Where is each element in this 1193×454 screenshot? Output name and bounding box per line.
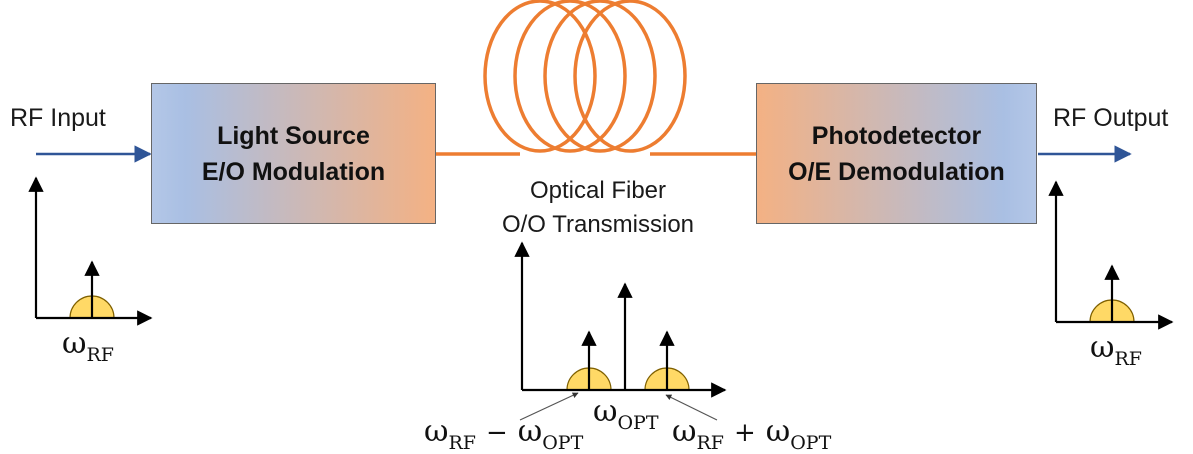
photodetector-block-fill [756,83,1037,224]
light-source-block: Light Source E/O Modulation [151,83,436,224]
rf-output-spectrum [1048,180,1174,330]
photodetector-title: Photodetector [811,121,982,150]
rf-input-label: RF Input [10,104,106,132]
photodetector-block: Photodetector O/E Demodulation [756,83,1037,224]
omega-opt-label: ωOPT [593,394,659,434]
optical-fiber [436,0,756,156]
upper-sideband-pointer [665,394,718,421]
lower-sideband-pointer [519,392,579,421]
light-source-block-fill [151,83,436,224]
omega-rf-input-label: ωRF [62,326,114,366]
fiber-caption-line2: O/O Transmission [501,211,695,238]
rf-input-spectrum [28,176,153,326]
omega-rf-output-label: ωRF [1090,330,1142,370]
lower-sideband-label: ωRF − ωOPT [424,414,584,454]
oe-demodulation-title: O/E Demodulation [788,157,1005,186]
light-source-title: Light Source [217,121,370,150]
optical-spectrum [514,241,727,421]
fiber-caption: Optical Fiber O/O Transmission [455,174,741,242]
eo-modulation-title: E/O Modulation [201,157,386,186]
upper-sideband-label: ωRF + ωOPT [672,414,832,454]
rf-output-label: RF Output [1053,104,1169,132]
fiber-caption-line1: Optical Fiber [529,177,667,204]
